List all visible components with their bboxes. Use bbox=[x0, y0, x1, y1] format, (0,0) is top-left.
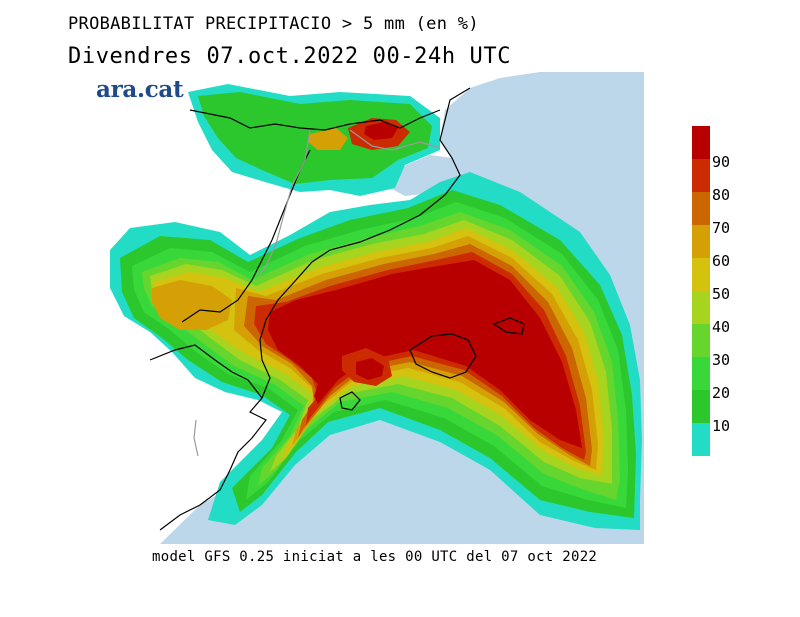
admin-border-2 bbox=[349, 129, 441, 151]
legend-label-80: 80 bbox=[712, 186, 731, 205]
legend-swatch-40 bbox=[692, 324, 710, 357]
legend-swatch-90 bbox=[692, 159, 710, 192]
legend-label-10: 10 bbox=[712, 417, 731, 436]
admin-border-1 bbox=[257, 129, 311, 277]
legend-label-40: 40 bbox=[712, 318, 731, 337]
legend-labels: 10 20 30 40 50 60 70 80 90 bbox=[712, 126, 752, 456]
island-menorca bbox=[492, 317, 525, 335]
legend-swatch-20 bbox=[692, 390, 710, 423]
chart-title: PROBABILITAT PRECIPITACIO > 5 mm (en %) bbox=[68, 14, 479, 34]
precipitation-probability-map bbox=[68, 72, 644, 544]
admin-borders bbox=[193, 129, 441, 457]
contour-70-northwest bbox=[308, 128, 348, 150]
border-north bbox=[189, 109, 441, 131]
border-south-west bbox=[149, 344, 263, 399]
legend-label-30: 30 bbox=[712, 351, 731, 370]
legend-swatch-100 bbox=[692, 126, 710, 159]
legend-swatch-60 bbox=[692, 258, 710, 291]
border-west bbox=[181, 149, 311, 323]
legend-swatch-80 bbox=[692, 192, 710, 225]
legend-label-90: 90 bbox=[712, 153, 731, 172]
probability-contours bbox=[110, 84, 642, 530]
legend-swatch-10 bbox=[692, 423, 710, 456]
legend-label-20: 20 bbox=[712, 384, 731, 403]
legend-swatch-30 bbox=[692, 357, 710, 390]
coastlines bbox=[149, 87, 525, 531]
coastline-main bbox=[159, 87, 471, 531]
chart-subtitle: Divendres 07.oct.2022 00-24h UTC bbox=[68, 44, 512, 69]
legend-colorbar bbox=[692, 126, 710, 456]
contour-70-west bbox=[152, 280, 232, 330]
legend-swatch-50 bbox=[692, 291, 710, 324]
contour-inner-island-core bbox=[356, 358, 384, 380]
contour-100 bbox=[268, 260, 582, 448]
legend-label-60: 60 bbox=[712, 252, 731, 271]
model-run-info: model GFS 0.25 iniciat a les 00 UTC del … bbox=[152, 549, 598, 565]
ara-cat-logo: ara.cat bbox=[96, 76, 184, 103]
legend-swatch-70 bbox=[692, 225, 710, 258]
island-mallorca bbox=[409, 333, 477, 379]
contour-100-north bbox=[364, 122, 398, 140]
legend-label-50: 50 bbox=[712, 285, 731, 304]
island-ibiza bbox=[339, 391, 361, 411]
admin-border-3 bbox=[193, 419, 199, 457]
legend-label-70: 70 bbox=[712, 219, 731, 238]
